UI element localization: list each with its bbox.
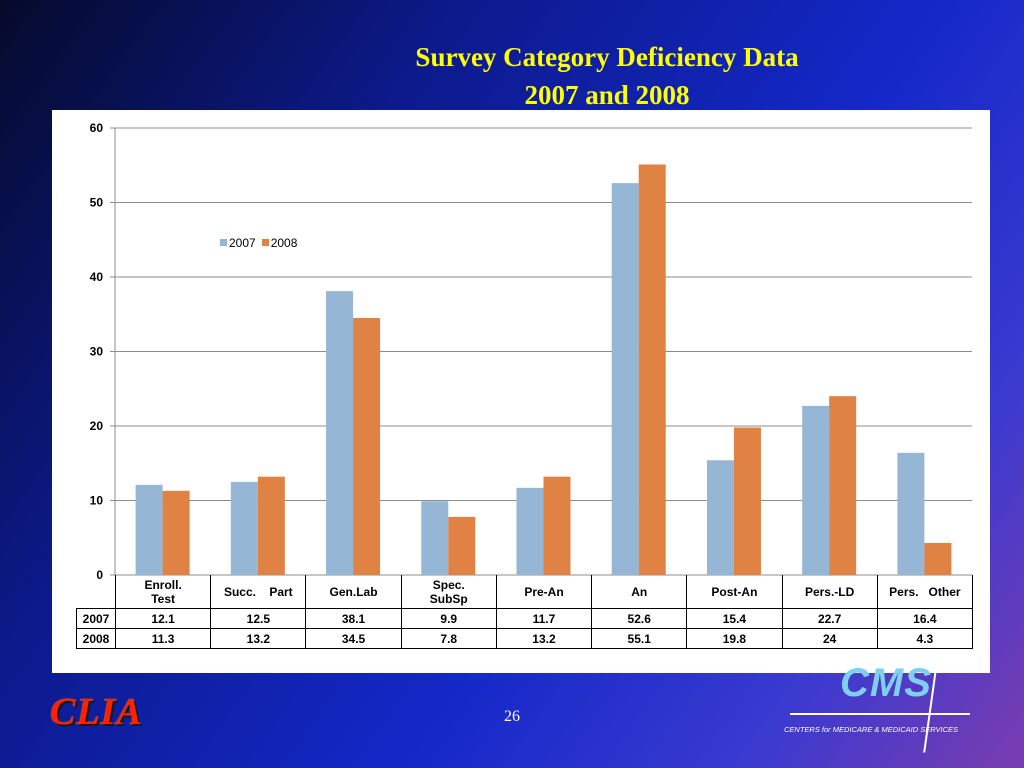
y-tick-label: 50: [90, 196, 104, 210]
chart-legend: 2007 2008: [220, 236, 303, 250]
chart-panel: 0 10 20 30 40 50 60 2007 2008 Enroll. Test Succ. …: [52, 110, 990, 673]
legend-label: 2008: [270, 236, 298, 250]
data-label: 9.9: [400, 608, 497, 629]
bar-2007: [611, 183, 639, 575]
bar-2007: [802, 405, 830, 575]
data-label: 38.1: [305, 608, 402, 629]
title-line-2: 2007 and 2008: [524, 80, 690, 110]
data-label: 16.4: [876, 608, 973, 629]
bar-2007: [135, 484, 163, 575]
data-label: 55.1: [591, 628, 688, 649]
cms-logo: CMS CENTERS for MEDICARE & MEDICAID SERV…: [780, 655, 980, 755]
y-tick-label: 20: [90, 419, 104, 433]
category-label: Post-An: [686, 575, 783, 609]
bar-2007: [230, 481, 258, 575]
bar-2008: [162, 490, 190, 575]
bar-2008: [638, 164, 666, 575]
category-label: Pers.-LD: [781, 575, 878, 609]
category-label: Spec. SubSp: [400, 575, 497, 609]
bar-2007: [897, 452, 925, 575]
legend-swatch: [220, 239, 227, 246]
cms-logo-text: CMS: [840, 661, 932, 705]
bar-2008: [448, 516, 476, 575]
cms-logo-subtext: CENTERS for MEDICARE & MEDICAID SERVICES: [784, 725, 959, 734]
data-label: 11.7: [495, 608, 593, 629]
data-label: 4.3: [876, 628, 973, 649]
category-label: Enroll. Test: [114, 575, 212, 609]
data-label: 22.7: [781, 608, 878, 629]
bar-chart: 0 10 20 30 40 50 60: [90, 121, 972, 582]
category-label: Succ. Part: [210, 575, 307, 609]
data-label: 34.5: [305, 628, 402, 649]
data-label: 12.5: [210, 608, 307, 629]
bar-2007: [326, 291, 354, 575]
bar-2007: [421, 501, 449, 575]
bar-2008: [924, 542, 952, 575]
y-tick-label: 0: [96, 568, 103, 582]
title-line-1: Survey Category Deficiency Data: [415, 42, 799, 72]
data-label: 19.8: [686, 628, 783, 649]
page-number: 26: [504, 708, 520, 725]
legend-item: 2007: [220, 236, 256, 250]
table-corner: [77, 575, 116, 609]
row-series-label: 2007: [76, 608, 116, 629]
cms-logo-rule: [790, 713, 970, 715]
slide-title: Survey Category Deficiency Data 2007 and…: [0, 38, 1024, 114]
category-label: Pre-An: [495, 575, 593, 609]
data-label: 24: [781, 628, 878, 649]
data-label: 15.4: [686, 608, 783, 629]
data-label: 13.2: [495, 628, 593, 649]
clia-logo: CLIA: [50, 691, 143, 733]
data-label: 52.6: [591, 608, 688, 629]
y-tick-label: 60: [90, 121, 104, 135]
bar-2008: [543, 476, 571, 575]
bar-2007: [516, 487, 544, 575]
y-tick-label: 40: [90, 270, 104, 284]
category-label: Pers. Other: [876, 575, 973, 609]
table-row: 2008 11.3 13.2 34.5 7.8 13.2 55.1 19.8 24 4.3: [76, 628, 973, 649]
y-tick-label: 10: [90, 494, 104, 508]
legend-label: 2007: [229, 236, 256, 250]
data-table: Enroll. Test Succ. Part Gen.Lab Spec. SubSp Pr…: [76, 575, 973, 649]
bar-2007: [706, 460, 734, 575]
category-label: Gen.Lab: [305, 575, 402, 609]
bar-2008: [733, 427, 761, 575]
bar-2008: [353, 317, 381, 575]
bar-2008: [257, 476, 285, 575]
data-label: 13.2: [210, 628, 307, 649]
category-label: An: [591, 575, 688, 609]
table-row: 2007 12.1 12.5 38.1 9.9 11.7 52.6 15.4 22.7 16.4: [76, 608, 973, 629]
legend-item: 2008: [261, 236, 298, 250]
data-label: 12.1: [114, 608, 212, 629]
bar-2008: [829, 396, 857, 575]
legend-swatch: [261, 239, 269, 246]
data-label: 11.3: [114, 628, 212, 649]
data-label: 7.8: [400, 628, 497, 649]
row-series-label: 2008: [76, 628, 116, 649]
y-tick-label: 30: [90, 345, 104, 359]
